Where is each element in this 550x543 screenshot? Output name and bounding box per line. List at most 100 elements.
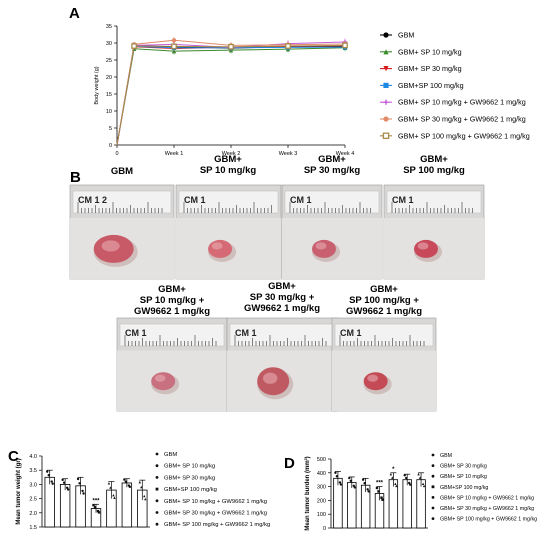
photo-title: SP 10 mg/kg — [200, 165, 257, 176]
photo-title: GBM+ — [158, 284, 186, 295]
photo-title: SP 100 mg/kg — [403, 165, 465, 176]
data-point — [128, 485, 132, 489]
legend-marker — [431, 496, 435, 499]
data-point — [361, 478, 365, 481]
significance-label: *** — [376, 481, 384, 487]
tumor-photo: GBM+SP 30 mg/kg +GW9662 1 mg/kg CM 1 — [226, 281, 338, 412]
data-point — [338, 481, 342, 484]
bar — [59, 483, 71, 528]
data-point — [381, 498, 384, 501]
data-point — [93, 506, 97, 509]
data-point — [342, 42, 348, 49]
data-point — [124, 480, 128, 483]
legend-label: GBM+ SP 30 mg/kg + GW9662 1 mg/kg — [440, 506, 534, 512]
legend-marker — [155, 476, 159, 479]
ruler — [334, 323, 434, 347]
photo-title: GBM+ — [318, 154, 346, 165]
data-point — [285, 43, 291, 49]
data-point — [82, 492, 85, 495]
ruler — [178, 190, 279, 214]
data-point — [61, 478, 64, 482]
data-point — [112, 493, 115, 497]
series-line — [116, 39, 346, 146]
data-point — [138, 480, 141, 484]
data-point — [363, 481, 366, 485]
tumor-highlight — [367, 374, 379, 382]
data-point — [92, 503, 95, 507]
legend-marker — [383, 32, 389, 38]
data-point — [96, 509, 100, 513]
y-tick-label: 0 — [109, 143, 112, 149]
legend-marker — [383, 116, 389, 122]
tumor — [151, 372, 176, 391]
tumor-burden-legend: GBM GBM+ SP 30 mg/kg GBM+ SP 10 mg/kg GBM+S… — [431, 453, 537, 523]
data-point — [405, 476, 408, 480]
bar — [402, 479, 412, 529]
data-point — [171, 43, 177, 50]
ruler-label: CM 1 — [184, 195, 206, 205]
legend-marker — [155, 452, 159, 456]
panel-label-d: D — [284, 455, 295, 472]
y-tick-label: 0 — [323, 526, 326, 532]
series-line — [116, 47, 346, 146]
photo-title: SP 30 mg/kg + — [250, 292, 315, 303]
data-point — [66, 488, 70, 491]
tumor-highlight — [417, 242, 429, 250]
data-point — [228, 43, 234, 50]
legend-marker — [155, 522, 159, 526]
y-axis-label: Body weight (g) — [94, 66, 100, 104]
photo-title: GW9662 1 mg/kg — [134, 306, 210, 317]
tumor — [363, 372, 388, 391]
y-tick-label: 35 — [106, 24, 112, 30]
series-line — [116, 45, 346, 146]
data-point — [46, 470, 49, 473]
series-line — [116, 45, 346, 146]
tumor-weight-legend: GBM GBM+ SP 10 mg/kg GBM+ SP 30 mg/kg GBM+S… — [155, 452, 270, 528]
photo-title: GBM+ — [370, 284, 398, 295]
y-tick-label: 4.0 — [29, 454, 37, 460]
photo-title: GBM+ — [268, 281, 296, 292]
tumor-weight-bar-chart: 1.5 2.0 2.5 3.0 3.5 4.0 Mean tumor weight (gr)… — [16, 454, 150, 531]
data-point — [62, 481, 66, 484]
legend-marker — [383, 82, 389, 88]
y-tick-label: 10 — [106, 109, 112, 115]
legend-marker — [431, 453, 435, 457]
photo-title: SP 30 mg/kg — [304, 165, 361, 176]
y-tick-label: 400 — [317, 471, 326, 477]
ruler — [72, 190, 172, 214]
body-weight-legend: GBM GBM+ SP 10 mg/kg GBM+ SP 30 mg/kg GBM+S… — [380, 31, 530, 140]
legend-marker — [155, 487, 159, 491]
photo-title: SP 100 mg/kg + — [349, 295, 419, 306]
legend-marker — [431, 506, 435, 510]
ruler-label: CM 1 — [340, 328, 362, 338]
data-point — [389, 472, 393, 476]
data-point — [97, 511, 101, 514]
y-tick-label: 3.0 — [29, 482, 37, 488]
bar — [347, 482, 357, 529]
legend-label: GBM+SP 100 mg/kg — [164, 487, 217, 493]
data-point — [377, 490, 380, 493]
significance-label: *** — [92, 498, 100, 504]
y-axis-label: Mean tumor burden (mm³) — [304, 456, 311, 530]
legend-marker — [155, 499, 159, 503]
tumor-highlight — [263, 372, 278, 384]
data-point — [107, 482, 111, 485]
tumor-photo: GBM+SP 10 mg/kg +GW9662 1 mg/kg CM 1 — [116, 284, 228, 412]
data-point — [78, 482, 81, 485]
y-tick-label: 15 — [106, 92, 112, 98]
ruler-label: CM 1 — [235, 328, 257, 338]
data-point — [422, 484, 426, 488]
series-line — [116, 41, 346, 146]
tumor-photo: GBM CM 1 2 — [69, 166, 175, 280]
y-tick-label: 200 — [317, 498, 326, 504]
legend-marker — [382, 132, 390, 140]
legend-label: GBM+SP 100 mg/kg — [440, 485, 488, 491]
photo-title: SP 10 mg/kg + — [140, 295, 205, 306]
data-point — [417, 472, 420, 476]
panel-label-b: B — [70, 169, 81, 186]
legend-label: GBM+ SP 100 mg/kg + GW9662 1 mg/kg — [440, 517, 537, 523]
data-point — [375, 486, 379, 490]
legend-marker — [431, 464, 435, 467]
data-point — [171, 38, 177, 43]
legend-label: GBM+ SP 30 mg/kg — [440, 464, 487, 470]
